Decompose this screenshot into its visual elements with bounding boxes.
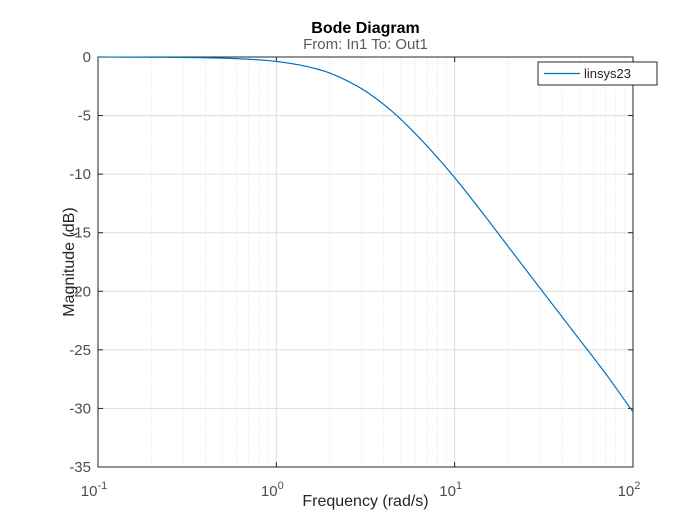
legend: linsys23 [537, 61, 658, 86]
y-tick-label: -35 [69, 459, 91, 476]
series-line-linsys23 [97, 56, 634, 413]
y-tick-label: -10 [69, 166, 91, 183]
y-tick-label: -15 [69, 225, 91, 242]
series-layer [97, 56, 634, 413]
chart-title: Bode Diagram [311, 20, 419, 37]
y-tick-label: -30 [69, 400, 91, 417]
chart-subtitle: From: In1 To: Out1 [303, 36, 428, 53]
x-axis-label: Frequency (rad/s) [302, 493, 428, 510]
x-tick-label: 100 [261, 480, 284, 500]
legend-box [537, 61, 658, 86]
y-tick-label: -5 [78, 108, 91, 125]
plot-area [98, 57, 633, 467]
y-tick-label: -25 [69, 342, 91, 359]
y-tick-label: -20 [69, 283, 91, 300]
grid [98, 57, 633, 467]
x-tick-label: 101 [439, 480, 462, 500]
x-tick-label: 10-1 [81, 480, 107, 500]
y-axis-label: Magnitude (dB) [61, 207, 78, 316]
y-tick-label: 0 [83, 49, 91, 66]
legend-entry-linsys23: linsys23 [584, 66, 631, 81]
tick-labels: 10-1 100 101 102 0 -5 -10 -15 -20 -25 -30 -35 [69, 49, 640, 500]
axes-box [97, 56, 634, 468]
x-tick-label: 102 [618, 480, 641, 500]
